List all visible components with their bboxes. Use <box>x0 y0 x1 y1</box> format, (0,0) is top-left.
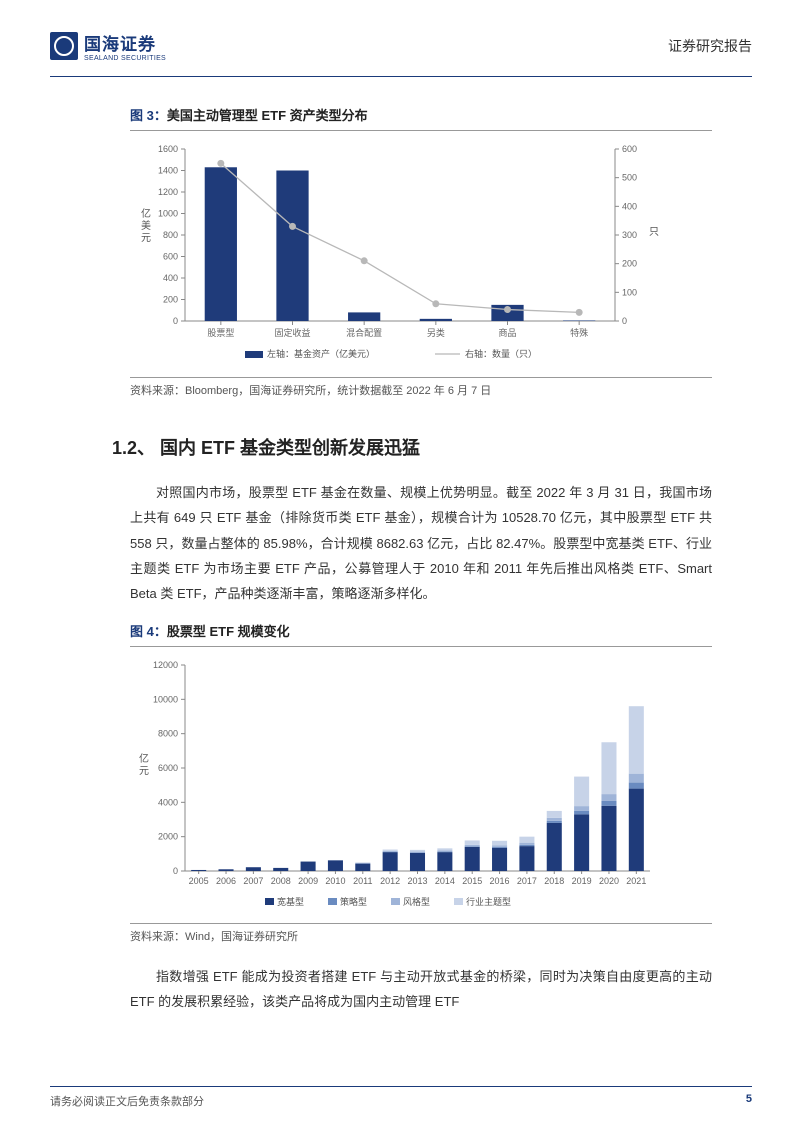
figure4-svg: 0 2000 4000 6000 8000 10000 12000 亿元 2005 2006 200… <box>130 655 670 915</box>
svg-text:2015: 2015 <box>462 876 482 886</box>
svg-text:只: 只 <box>649 227 659 238</box>
figure3-svg: 0 200 400 600 800 1000 1200 1400 1600 0 100 200 300 4… <box>130 139 670 369</box>
figure4-label: 图 4： <box>130 624 167 639</box>
svg-text:2005: 2005 <box>189 876 209 886</box>
figure3-title: 图 3：美国主动管理型 ETF 资产类型分布 <box>130 105 712 124</box>
svg-text:2021: 2021 <box>626 876 646 886</box>
svg-text:0: 0 <box>173 316 178 326</box>
figure4-source: 资料来源：Wind，国海证券研究所 <box>130 923 712 944</box>
svg-text:1200: 1200 <box>158 187 178 197</box>
svg-text:元: 元 <box>139 766 149 777</box>
svg-text:2017: 2017 <box>517 876 537 886</box>
svg-text:左轴：基金资产（亿美元）: 左轴：基金资产（亿美元） <box>267 348 375 359</box>
svg-text:500: 500 <box>622 173 637 183</box>
svg-text:100: 100 <box>622 287 637 297</box>
page-content: 图 3：美国主动管理型 ETF 资产类型分布 02004006008001000… <box>0 77 802 1014</box>
svg-text:1000: 1000 <box>158 209 178 219</box>
section-1-2-heading: 1.2、 国内 ETF 基金类型创新发展迅猛 <box>112 434 712 460</box>
svg-text:1600: 1600 <box>158 144 178 154</box>
svg-text:8000: 8000 <box>158 728 178 738</box>
figure3-title-text: 美国主动管理型 ETF 资产类型分布 <box>167 108 368 123</box>
svg-text:2009: 2009 <box>298 876 318 886</box>
svg-text:1400: 1400 <box>158 166 178 176</box>
svg-text:600: 600 <box>622 144 637 154</box>
svg-text:300: 300 <box>622 230 637 240</box>
svg-text:2010: 2010 <box>325 876 345 886</box>
svg-text:200: 200 <box>622 259 637 269</box>
svg-text:12000: 12000 <box>153 660 178 670</box>
svg-text:宽基型: 宽基型 <box>277 896 304 907</box>
svg-text:策略型: 策略型 <box>340 896 367 907</box>
svg-text:2000: 2000 <box>158 831 178 841</box>
svg-text:2018: 2018 <box>544 876 564 886</box>
svg-text:股票型: 股票型 <box>207 328 234 338</box>
footer-page-number: 5 <box>746 1093 752 1109</box>
svg-text:600: 600 <box>163 252 178 262</box>
svg-text:2006: 2006 <box>216 876 236 886</box>
tail-paragraph: 指数增强 ETF 能成为投资者搭建 ETF 与主动开放式基金的桥梁，同时为决策自… <box>130 964 712 1015</box>
svg-text:2007: 2007 <box>243 876 263 886</box>
svg-text:2014: 2014 <box>435 876 455 886</box>
svg-text:400: 400 <box>622 201 637 211</box>
footer-disclaimer: 请务必阅读正文后免责条款部分 <box>50 1093 204 1109</box>
svg-text:2012: 2012 <box>380 876 400 886</box>
svg-text:商品: 商品 <box>498 327 516 338</box>
brand-logo: 国海证券 SEALAND SECURITIES <box>50 30 166 62</box>
svg-text:风格型: 风格型 <box>403 896 430 907</box>
figure3-chart: 0 200 400 600 800 1000 1200 1400 1600 0 100 200 300 4… <box>130 130 712 373</box>
svg-text:2019: 2019 <box>572 876 592 886</box>
svg-text:2011: 2011 <box>353 876 372 886</box>
svg-text:右轴：数量（只）: 右轴：数量（只） <box>465 348 537 359</box>
svg-text:行业主题型: 行业主题型 <box>466 896 511 907</box>
figure4-title-text: 股票型 ETF 规模变化 <box>167 624 290 639</box>
brand-name-en: SEALAND SECURITIES <box>84 55 166 62</box>
brand-logo-mark <box>50 32 78 60</box>
svg-text:6000: 6000 <box>158 763 178 773</box>
svg-text:2016: 2016 <box>490 876 510 886</box>
svg-text:400: 400 <box>163 273 178 283</box>
svg-text:4000: 4000 <box>158 797 178 807</box>
figure4-title: 图 4：股票型 ETF 规模变化 <box>130 621 712 640</box>
doc-type-label: 证券研究报告 <box>668 36 752 56</box>
svg-text:美: 美 <box>141 219 151 232</box>
svg-text:特殊: 特殊 <box>570 327 588 338</box>
page-footer: 请务必阅读正文后免责条款部分 5 <box>50 1086 752 1109</box>
svg-text:0: 0 <box>622 316 627 326</box>
page-header: 国海证券 SEALAND SECURITIES 证券研究报告 <box>0 0 802 72</box>
svg-text:亿: 亿 <box>139 752 149 765</box>
svg-text:元: 元 <box>141 233 151 244</box>
svg-text:2013: 2013 <box>407 876 427 886</box>
svg-text:200: 200 <box>163 295 178 305</box>
svg-text:10000: 10000 <box>153 694 178 704</box>
svg-text:另类: 另类 <box>427 327 445 338</box>
brand-name-cn: 国海证券 <box>84 30 166 55</box>
section-1-2-para1: 对照国内市场，股票型 ETF 基金在数量、规模上优势明显。截至 2022 年 3… <box>130 480 712 607</box>
svg-text:固定收益: 固定收益 <box>274 327 310 338</box>
figure3-label: 图 3： <box>130 108 167 123</box>
figure3-source: 资料来源：Bloomberg，国海证券研究所，统计数据截至 2022 年 6 月… <box>130 377 712 398</box>
svg-text:2008: 2008 <box>271 876 291 886</box>
svg-text:800: 800 <box>163 230 178 240</box>
figure4-chart: 0 2000 4000 6000 8000 10000 12000 亿元 2005 2006 200… <box>130 646 712 919</box>
svg-text:2020: 2020 <box>599 876 619 886</box>
svg-text:0: 0 <box>173 866 178 876</box>
svg-text:混合配置: 混合配置 <box>346 327 382 338</box>
svg-text:亿: 亿 <box>141 207 151 220</box>
